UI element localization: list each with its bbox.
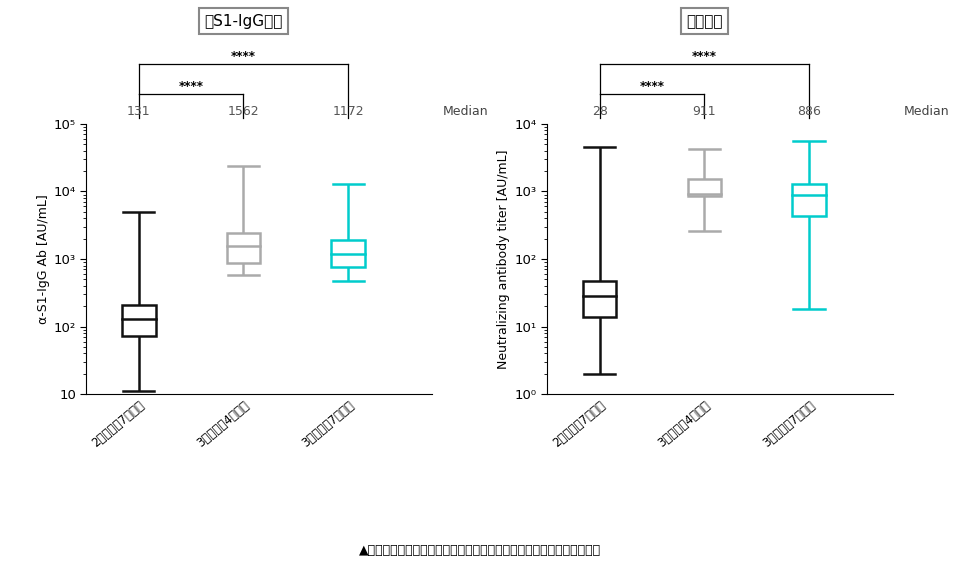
- Text: Median: Median: [903, 105, 948, 118]
- Text: Median: Median: [443, 105, 488, 118]
- Text: 911: 911: [692, 105, 716, 118]
- Bar: [792, 184, 826, 216]
- Text: 886: 886: [797, 105, 821, 118]
- Text: 131: 131: [127, 105, 151, 118]
- Bar: [331, 240, 365, 267]
- Bar: [122, 305, 156, 336]
- Text: ****: ****: [692, 50, 717, 63]
- Text: ****: ****: [179, 80, 204, 93]
- Text: 1172: 1172: [332, 105, 364, 118]
- Text: ****: ****: [231, 50, 256, 63]
- Text: 中和抗体: 中和抗体: [686, 14, 723, 29]
- Bar: [687, 178, 721, 195]
- Text: ****: ****: [639, 80, 664, 93]
- Text: 28: 28: [591, 105, 608, 118]
- Text: 1562: 1562: [228, 105, 259, 118]
- Text: 抗S1-IgG抗体: 抗S1-IgG抗体: [204, 14, 282, 29]
- Bar: [583, 280, 616, 316]
- Y-axis label: Neutralizing antibody titer [AU/mL]: Neutralizing antibody titer [AU/mL]: [497, 149, 511, 369]
- Y-axis label: α-S1-IgG Ab [AU/mL]: α-S1-IgG Ab [AU/mL]: [36, 194, 50, 324]
- Bar: [227, 233, 260, 263]
- Text: ▲測定範囲を上回ったサンプルは希釈した後測定し、換算値として示す: ▲測定範囲を上回ったサンプルは希釈した後測定し、換算値として示す: [359, 544, 601, 557]
